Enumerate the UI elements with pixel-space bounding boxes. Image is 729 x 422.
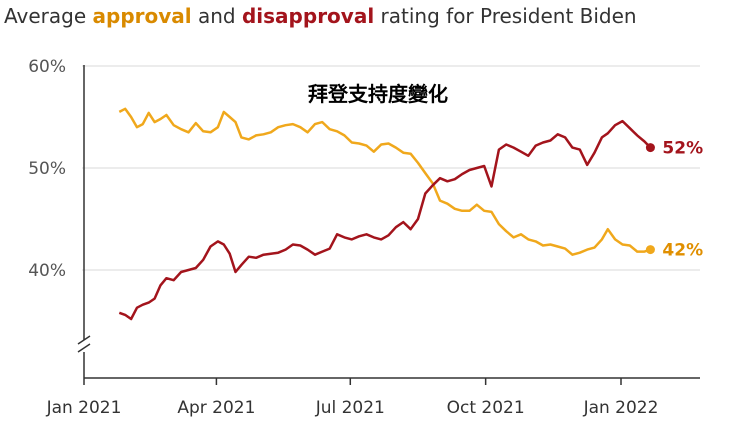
chart-title: Average approval and disapproval rating …: [4, 4, 637, 28]
title-middle: and: [197, 4, 236, 28]
approval-end-label: 42%: [662, 241, 703, 261]
axis-break-mark-2: [77, 343, 91, 353]
disapproval-end-label: 52%: [662, 139, 703, 159]
y-tick-label-40: 40%: [28, 261, 66, 281]
y-tick-label-60: 60%: [28, 57, 66, 77]
overlay-caption: 拜登支持度變化: [308, 82, 448, 106]
disapproval-end-marker: [645, 143, 655, 153]
x-tick-label-2: Jul 2021: [315, 398, 385, 418]
x-tick-label-1: Apr 2021: [177, 398, 255, 418]
disapproval-line: [118, 119, 652, 321]
y-tick-label-50: 50%: [28, 159, 66, 179]
axis-break-mark-1: [77, 335, 91, 345]
x-tick-label-3: Oct 2021: [447, 398, 525, 418]
title-approval-word: approval: [92, 4, 192, 28]
approval-end-marker: [645, 245, 655, 255]
title-disapproval-word: disapproval: [241, 4, 375, 28]
x-tick-label-0: Jan 2021: [46, 398, 122, 418]
x-tick-label-4: Jan 2022: [583, 398, 659, 418]
title-suffix: rating for President Biden: [380, 4, 637, 28]
approval-line: [118, 107, 651, 256]
title-prefix: Average: [4, 4, 87, 28]
